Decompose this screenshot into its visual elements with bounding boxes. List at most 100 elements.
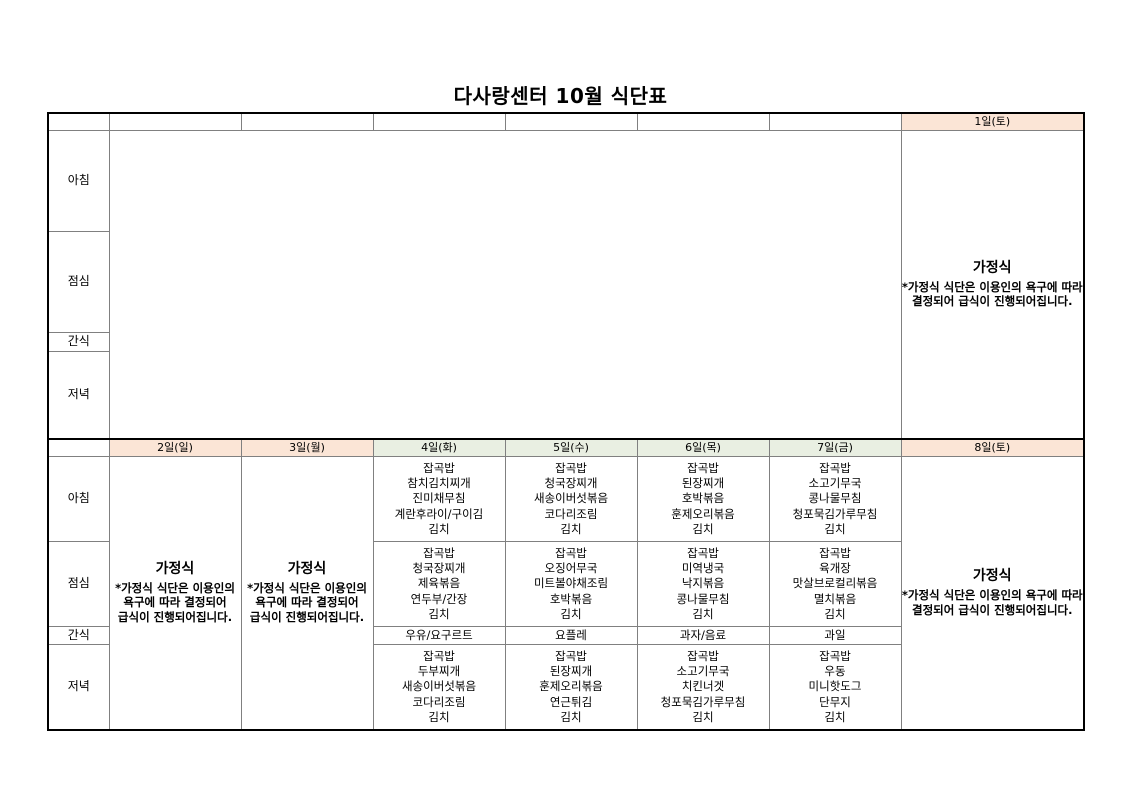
dish-item: 김치 — [824, 709, 846, 724]
dish-item: 우동 — [824, 664, 846, 679]
dish-list: 잡곡밥 두부찌개 새송이버섯볶음 코다리조림 김치 — [374, 647, 505, 727]
dish-item: 김치 — [428, 709, 450, 724]
dish-item: 김치 — [428, 606, 450, 621]
dish-list: 잡곡밥 미역냉국 낙지볶음 콩나물무침 김치 — [638, 544, 769, 624]
week2-date-5: 7일(금) — [768, 438, 902, 457]
home-meal-title: 가정식 — [972, 568, 1012, 585]
week2-date-6: 8일(토) — [900, 438, 1085, 457]
dish-item: 미역냉국 — [681, 561, 725, 576]
week1-date-6: 1일(토) — [900, 112, 1085, 131]
dish-item: 김치 — [824, 521, 846, 536]
dish-item: 소고기무국 — [808, 476, 862, 491]
week2-dinner-row: 저녁 잡곡밥 두부찌개 새송이버섯볶음 코다리조림 김치 잡곡밥 된장찌개 훈제오리볶음 연근… — [47, 644, 1084, 731]
dish-item: 새송이버섯볶음 — [401, 679, 477, 694]
dish-list: 잡곡밥 오징어무국 미트볼야채조림 호박볶음 김치 — [506, 544, 637, 624]
dish-item: 김치 — [824, 606, 846, 621]
dish-item: 김치 — [692, 521, 714, 536]
dish-item: 두부찌개 — [417, 664, 461, 679]
dish-item: 참치김치찌개 — [407, 476, 471, 491]
dish-list: 잡곡밥 우동 미니핫도그 단무지 김치 — [770, 647, 901, 727]
dish-item: 소고기무국 — [676, 664, 730, 679]
week1-snack-row: 간식 — [47, 332, 1084, 352]
dish-item: 김치 — [560, 521, 582, 536]
dish-item: 잡곡밥 — [555, 461, 587, 476]
dish-item: 된장찌개 — [681, 476, 725, 491]
menu-cell-breakfast-wed: 잡곡밥 청국장찌개 새송이버섯볶음 코다리조림 김치 — [504, 456, 638, 542]
menu-cell-lunch-tue: 잡곡밥 청국장찌개 제육볶음 연두부/간장 김치 — [372, 541, 506, 627]
dish-item: 미트볼야채조림 — [533, 576, 609, 591]
week2-corner-cell — [47, 438, 110, 457]
meal-label-snack: 간식 — [47, 332, 110, 352]
dish-item: 김치 — [692, 606, 714, 621]
week1-date-row: 1일(토) — [47, 112, 1085, 131]
home-meal-title: 가정식 — [287, 560, 327, 577]
dish-item: 잡곡밥 — [423, 546, 455, 561]
dish-item: 낙지볶음 — [681, 576, 725, 591]
meal-label-snack: 간식 — [47, 626, 110, 645]
week2-snack-row: 간식 우유/요구르트 요플레 과자/음료 과일 — [47, 626, 1084, 645]
week2-home-meal-saturday: 가정식 *가정식 식단은 이용인의 욕구에 따라 결정되어 급식이 진행되어집니… — [900, 456, 1085, 731]
week2-home-meal-sunday: 가정식 *가정식 식단은 이용인의 욕구에 따라 결정되어 급식이 진행되어집니… — [108, 456, 242, 731]
home-meal-note: *가정식 식단은 이용인의 욕구에 따라 결정되어 급식이 진행되어집니다. — [901, 279, 1083, 309]
dish-item: 코다리조림 — [544, 506, 598, 521]
dish-item: 김치 — [428, 521, 450, 536]
meal-label-lunch: 점심 — [47, 541, 110, 627]
dish-item: 청포묵김가루무침 — [792, 506, 878, 521]
dish-item: 계란후라이/구이김 — [394, 506, 484, 521]
home-meal-note: *가정식 식단은 이용인의 욕구에 따라 결정되어 급식이 진행되어집니다. — [247, 580, 367, 625]
dish-list: 잡곡밥 된장찌개 훈제오리볶음 연근튀김 김치 — [506, 647, 637, 727]
week1-dinner-row: 저녁 — [47, 351, 1084, 440]
menu-cell-dinner-fri: 잡곡밥 우동 미니핫도그 단무지 김치 — [768, 644, 902, 731]
dish-list: 잡곡밥 청국장찌개 제육볶음 연두부/간장 김치 — [374, 544, 505, 624]
home-meal-note: *가정식 식단은 이용인의 욕구에 따라 결정되어 급식이 진행되어집니다. — [115, 580, 235, 625]
menu-cell-snack-wed: 요플레 — [504, 626, 638, 645]
dish-item: 호박볶음 — [549, 591, 593, 606]
menu-cell-dinner-thu: 잡곡밥 소고기무국 치킨너겟 청포묵김가루무침 김치 — [636, 644, 770, 731]
home-meal-title: 가정식 — [155, 560, 195, 577]
dish-item: 잡곡밥 — [687, 546, 719, 561]
week1-date-2 — [372, 112, 506, 131]
dish-list: 잡곡밥 소고기무국 치킨너겟 청포묵김가루무침 김치 — [638, 647, 769, 727]
week1-date-0 — [108, 112, 242, 131]
dish-item: 김치 — [692, 709, 714, 724]
week2-date-3: 5일(수) — [504, 438, 638, 457]
dish-item: 김치 — [560, 606, 582, 621]
meal-label-breakfast: 아침 — [47, 456, 110, 542]
menu-cell-breakfast-tue: 잡곡밥 참치김치찌개 진미채무침 계란후라이/구이김 김치 — [372, 456, 506, 542]
dish-item: 된장찌개 — [549, 664, 593, 679]
dish-item: 코다리조림 — [412, 694, 466, 709]
dish-item: 치킨너겟 — [681, 679, 725, 694]
week2-date-1: 3일(월) — [240, 438, 374, 457]
page-title: 다사랑센터 10월 식단표 — [453, 84, 668, 108]
menu-cell-lunch-fri: 잡곡밥 육개장 맛살브로컬리볶음 멸치볶음 김치 — [768, 541, 902, 627]
dish-item: 잡곡밥 — [555, 546, 587, 561]
dish-item: 육개장 — [819, 561, 851, 576]
dish-item: 청국장찌개 — [544, 476, 598, 491]
dish-item: 미니핫도그 — [808, 679, 862, 694]
meal-label-breakfast: 아침 — [47, 130, 110, 232]
menu-cell-breakfast-fri: 잡곡밥 소고기무국 콩나물무침 청포묵김가루무침 김치 — [768, 456, 902, 542]
dish-list: 잡곡밥 청국장찌개 새송이버섯볶음 코다리조림 김치 — [506, 459, 637, 539]
dish-item: 콩나물무침 — [676, 591, 730, 606]
dish-item: 청국장찌개 — [412, 561, 466, 576]
menu-cell-snack-thu: 과자/음료 — [636, 626, 770, 645]
menu-cell-lunch-thu: 잡곡밥 미역냉국 낙지볶음 콩나물무침 김치 — [636, 541, 770, 627]
dish-item: 잡곡밥 — [423, 461, 455, 476]
week1-date-4 — [636, 112, 770, 131]
week1-empty-area — [108, 130, 902, 440]
dish-item: 잡곡밥 — [819, 461, 851, 476]
home-meal-note: *가정식 식단은 이용인의 욕구에 따라 결정되어 급식이 진행되어집니다. — [901, 588, 1083, 617]
week1-date-1 — [240, 112, 374, 131]
menu-cell-dinner-wed: 잡곡밥 된장찌개 훈제오리볶음 연근튀김 김치 — [504, 644, 638, 731]
dish-item: 잡곡밥 — [687, 461, 719, 476]
menu-cell-snack-tue: 우유/요구르트 — [372, 626, 506, 645]
week2-lunch-row: 점심 잡곡밥 청국장찌개 제육볶음 연두부/간장 김치 잡곡밥 오징어무국 미트볼야채조림 호… — [47, 541, 1084, 627]
dish-item: 단무지 — [819, 694, 851, 709]
dish-item: 잡곡밥 — [819, 546, 851, 561]
dish-list: 잡곡밥 육개장 맛살브로컬리볶음 멸치볶음 김치 — [770, 544, 901, 624]
week2-home-meal-monday: 가정식 *가정식 식단은 이용인의 욕구에 따라 결정되어 급식이 진행되어집니… — [240, 456, 374, 731]
dish-list: 잡곡밥 된장찌개 호박볶음 훈제오리볶음 김치 — [638, 459, 769, 539]
dish-item: 김치 — [560, 709, 582, 724]
home-meal-title: 가정식 — [972, 259, 1012, 276]
